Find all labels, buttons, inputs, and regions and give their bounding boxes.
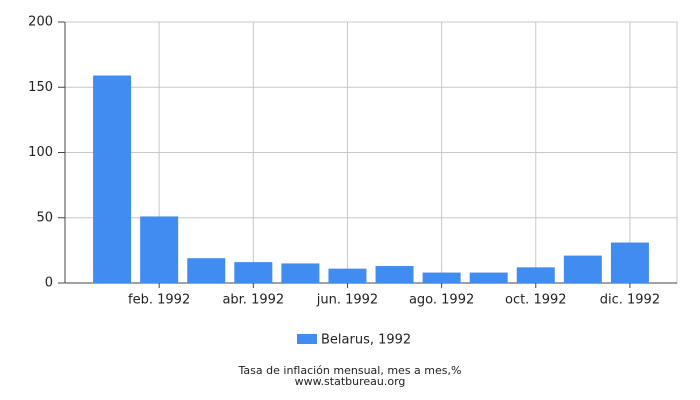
legend-label: Belarus, 1992 xyxy=(321,333,411,348)
x-tick-label: feb. 1992 xyxy=(128,293,190,308)
y-tick-label: 200 xyxy=(28,15,53,30)
x-tick-label: dic. 1992 xyxy=(600,293,660,308)
bar xyxy=(610,242,649,283)
bar xyxy=(93,75,132,283)
bar xyxy=(563,255,602,283)
x-tick-label: abr. 1992 xyxy=(222,293,284,308)
x-tick-label: ago. 1992 xyxy=(409,293,474,308)
y-tick-label: 100 xyxy=(28,145,53,160)
bar xyxy=(422,272,461,283)
y-tick-label: 50 xyxy=(36,210,53,225)
bar xyxy=(187,258,226,283)
y-tick-label: 150 xyxy=(28,80,53,95)
bar xyxy=(516,267,555,283)
y-tick-label: 0 xyxy=(45,276,53,291)
bar xyxy=(375,266,414,283)
footer-title: Tasa de inflación mensual, mes a mes,% xyxy=(238,364,462,377)
legend-swatch xyxy=(297,334,317,344)
bar xyxy=(328,268,367,283)
bar xyxy=(140,216,179,283)
bar xyxy=(469,272,508,283)
bar xyxy=(281,263,320,283)
footer-source: www.statbureau.org xyxy=(295,375,406,388)
x-tick-label: jun. 1992 xyxy=(316,293,378,308)
x-tick-label: oct. 1992 xyxy=(505,293,567,308)
bar xyxy=(234,262,273,283)
